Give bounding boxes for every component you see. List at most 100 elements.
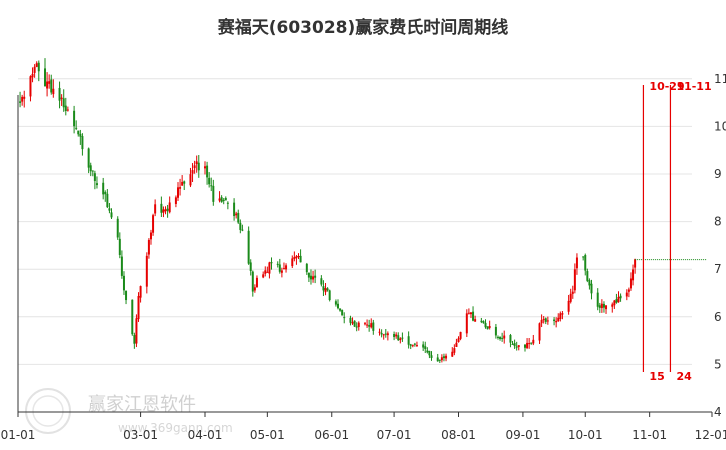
candle-body xyxy=(197,162,200,171)
x-tick-label: 06-01 xyxy=(314,428,349,442)
candle-body xyxy=(79,133,82,137)
x-tick-label: 11-01 xyxy=(632,428,667,442)
candle-body xyxy=(44,68,47,87)
candle-body xyxy=(611,304,614,307)
candle-body xyxy=(255,277,258,288)
candle-body xyxy=(438,359,441,361)
candle-body xyxy=(305,263,308,273)
candle-body xyxy=(357,322,360,327)
candle-body xyxy=(451,351,454,357)
candle-body xyxy=(116,218,119,238)
candle-body xyxy=(341,310,344,316)
candle-body xyxy=(366,324,369,326)
x-axis-ticks: 01-01 03-01 04-01 05-01 06-01 07-01 08-01 09-01… xyxy=(1,412,726,442)
candle-body xyxy=(553,319,556,321)
y-tick-label: 4 xyxy=(714,405,722,419)
candle-body xyxy=(137,296,140,320)
candle-body xyxy=(93,173,96,181)
candle-body xyxy=(343,317,346,319)
candle-body xyxy=(122,275,125,291)
candle-body xyxy=(191,170,194,174)
candle-body xyxy=(480,320,483,322)
chart-title: 赛福天(603028)赢家费氏时间周期线 xyxy=(217,17,509,38)
candle-body xyxy=(266,271,269,273)
candle-body xyxy=(75,127,78,129)
candle-body xyxy=(280,270,283,273)
candle-body xyxy=(542,319,545,321)
candle-body xyxy=(29,76,32,97)
x-tick-label: 12-01 xyxy=(695,428,726,442)
candle-body xyxy=(378,331,381,333)
candle-body xyxy=(634,259,637,268)
candle-body xyxy=(247,230,250,264)
candle-body xyxy=(102,182,105,195)
candle-body xyxy=(189,174,192,186)
candle-body xyxy=(81,136,84,150)
candle-body xyxy=(206,165,209,178)
y-tick-label: 6 xyxy=(714,310,722,324)
candle-body xyxy=(484,322,487,328)
candle-body xyxy=(571,291,574,294)
candle-body xyxy=(162,209,165,213)
candle-body xyxy=(546,320,549,322)
candle-body xyxy=(465,313,468,334)
candle-body xyxy=(278,264,281,272)
candle-body xyxy=(382,334,385,336)
candle-body xyxy=(334,301,337,305)
candle-body xyxy=(393,334,396,337)
candle-body xyxy=(457,338,460,343)
candle-body xyxy=(588,280,591,286)
candle-body xyxy=(540,319,543,324)
x-tick-label: 07-01 xyxy=(377,428,412,442)
candle-body xyxy=(224,197,227,201)
candle-body xyxy=(91,170,94,172)
candle-body xyxy=(89,165,92,172)
candle-body xyxy=(48,81,51,84)
x-tick-label: 09-01 xyxy=(505,428,540,442)
x-tick-label: 01-01 xyxy=(1,428,36,442)
candle-body xyxy=(586,271,589,281)
candle-body xyxy=(632,269,635,281)
watermark-text: 赢家江恩软件 xyxy=(88,393,196,415)
watermark: 赢家江恩软件 www.369gann.com xyxy=(25,388,233,435)
candle-body xyxy=(619,295,622,299)
candle-body xyxy=(52,88,55,95)
candle-body xyxy=(320,278,323,285)
candle-body xyxy=(147,239,150,255)
candle-body xyxy=(517,345,520,347)
candle-body xyxy=(131,299,134,335)
candle-body xyxy=(509,335,512,343)
candle-body xyxy=(222,199,225,201)
candle-body xyxy=(297,256,300,258)
candle-body xyxy=(544,318,547,322)
candle-body xyxy=(183,181,186,184)
candle-body xyxy=(499,336,502,340)
candle-body xyxy=(193,165,196,169)
candle-body xyxy=(515,346,518,348)
candle-body xyxy=(77,130,80,135)
candles xyxy=(19,58,707,363)
candle-body xyxy=(474,319,477,322)
candle-body xyxy=(459,331,462,339)
candle-body xyxy=(559,313,562,320)
candle-body xyxy=(21,96,24,102)
candle-body xyxy=(625,292,628,297)
candle-body xyxy=(407,336,410,345)
candle-body xyxy=(503,335,506,339)
candle-body xyxy=(501,337,504,339)
candle-body xyxy=(538,323,541,341)
y-tick-label: 10 xyxy=(714,119,726,133)
candle-body xyxy=(364,323,366,325)
x-tick-label: 10-01 xyxy=(568,428,603,442)
candle-body xyxy=(108,208,111,211)
candle-body xyxy=(413,343,416,345)
candle-body xyxy=(181,181,184,186)
candle-body xyxy=(469,312,472,315)
candle-body xyxy=(436,357,439,362)
candle-body xyxy=(409,344,412,346)
candle-body xyxy=(241,229,244,231)
candle-body xyxy=(399,338,402,341)
candle-body xyxy=(46,81,49,89)
watermark-url: www.369gann.com xyxy=(118,421,233,435)
